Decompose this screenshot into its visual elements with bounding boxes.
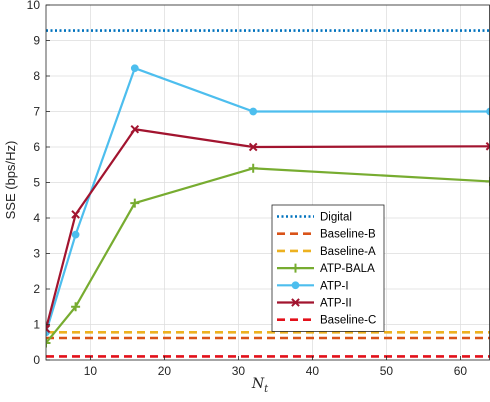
x-axis-label-main: N	[251, 376, 265, 392]
legend-item: ATP-BALA	[277, 263, 375, 275]
y-tick-label: 0	[33, 353, 40, 367]
x-tick-label: 50	[380, 364, 394, 378]
data-point-plus	[130, 198, 140, 208]
legend-item: Digital	[277, 212, 352, 224]
y-tick-label: 5	[33, 176, 40, 190]
data-point-circle	[249, 107, 258, 116]
y-axis-label: SSE (bps/Hz)	[3, 141, 18, 220]
data-point-x	[130, 124, 140, 134]
x-tick-label: 60	[454, 364, 468, 378]
y-tick-label: 7	[33, 105, 40, 119]
legend: Digital Baseline-B Baseline-A ATP-BALA ATP-I…	[271, 204, 385, 332]
legend-item: Baseline-C	[277, 315, 376, 327]
data-point-circle	[71, 230, 80, 239]
data-point-circle	[291, 281, 300, 290]
series-line	[46, 167, 490, 344]
x-tick-label: 10	[84, 364, 98, 378]
series-line	[46, 66, 490, 333]
x-axis-label: Nt	[251, 376, 269, 395]
legend-label: Digital	[320, 212, 352, 224]
legend-item: ATP-II	[277, 298, 352, 310]
legend-item: Baseline-A	[277, 246, 376, 258]
x-tick-label: 40	[306, 364, 320, 378]
series-atp-bala	[46, 163, 490, 348]
legend-label: Baseline-B	[320, 229, 376, 241]
series-line	[46, 128, 490, 330]
legend-label: Baseline-A	[320, 246, 376, 258]
data-point-x	[248, 142, 258, 152]
legend-item: ATP-I	[277, 280, 349, 292]
y-tick-label: 4	[33, 211, 40, 225]
data-point-plus	[485, 176, 490, 186]
data-point-plus	[46, 338, 51, 348]
series-atp-ii	[46, 124, 490, 334]
y-tick-label: 2	[33, 282, 40, 296]
ticks: 10 20 30 40 50 60 0 1 2 3 4 5 6 7 8 9 10	[27, 0, 468, 378]
y-tick-label: 3	[33, 247, 40, 261]
data-point-plus	[71, 302, 81, 312]
x-tick-label: 30	[232, 364, 246, 378]
y-tick-label: 10	[27, 0, 41, 12]
data-point-x	[46, 324, 51, 334]
y-tick-label: 1	[33, 318, 40, 332]
grid	[46, 4, 490, 361]
legend-label: Baseline-C	[320, 315, 376, 327]
data-point-x	[71, 210, 80, 219]
series-layer	[46, 29, 490, 358]
legend-label: ATP-BALA	[320, 263, 375, 275]
data-point-plus	[291, 263, 300, 273]
x-axis-label-subscript: t	[264, 384, 269, 395]
y-tick-label: 6	[33, 140, 40, 154]
legend-label: ATP-I	[320, 280, 349, 292]
legend-label: ATP-II	[320, 298, 352, 310]
data-point-circle	[130, 64, 139, 73]
y-tick-label: 9	[33, 34, 40, 48]
data-point-x	[291, 298, 300, 307]
data-point-plus	[248, 163, 258, 173]
data-point-x	[485, 141, 490, 151]
series-atp-i	[46, 64, 490, 337]
x-tick-label: 20	[158, 364, 172, 378]
y-tick-label: 8	[33, 69, 40, 83]
legend-item: Baseline-B	[277, 229, 376, 241]
